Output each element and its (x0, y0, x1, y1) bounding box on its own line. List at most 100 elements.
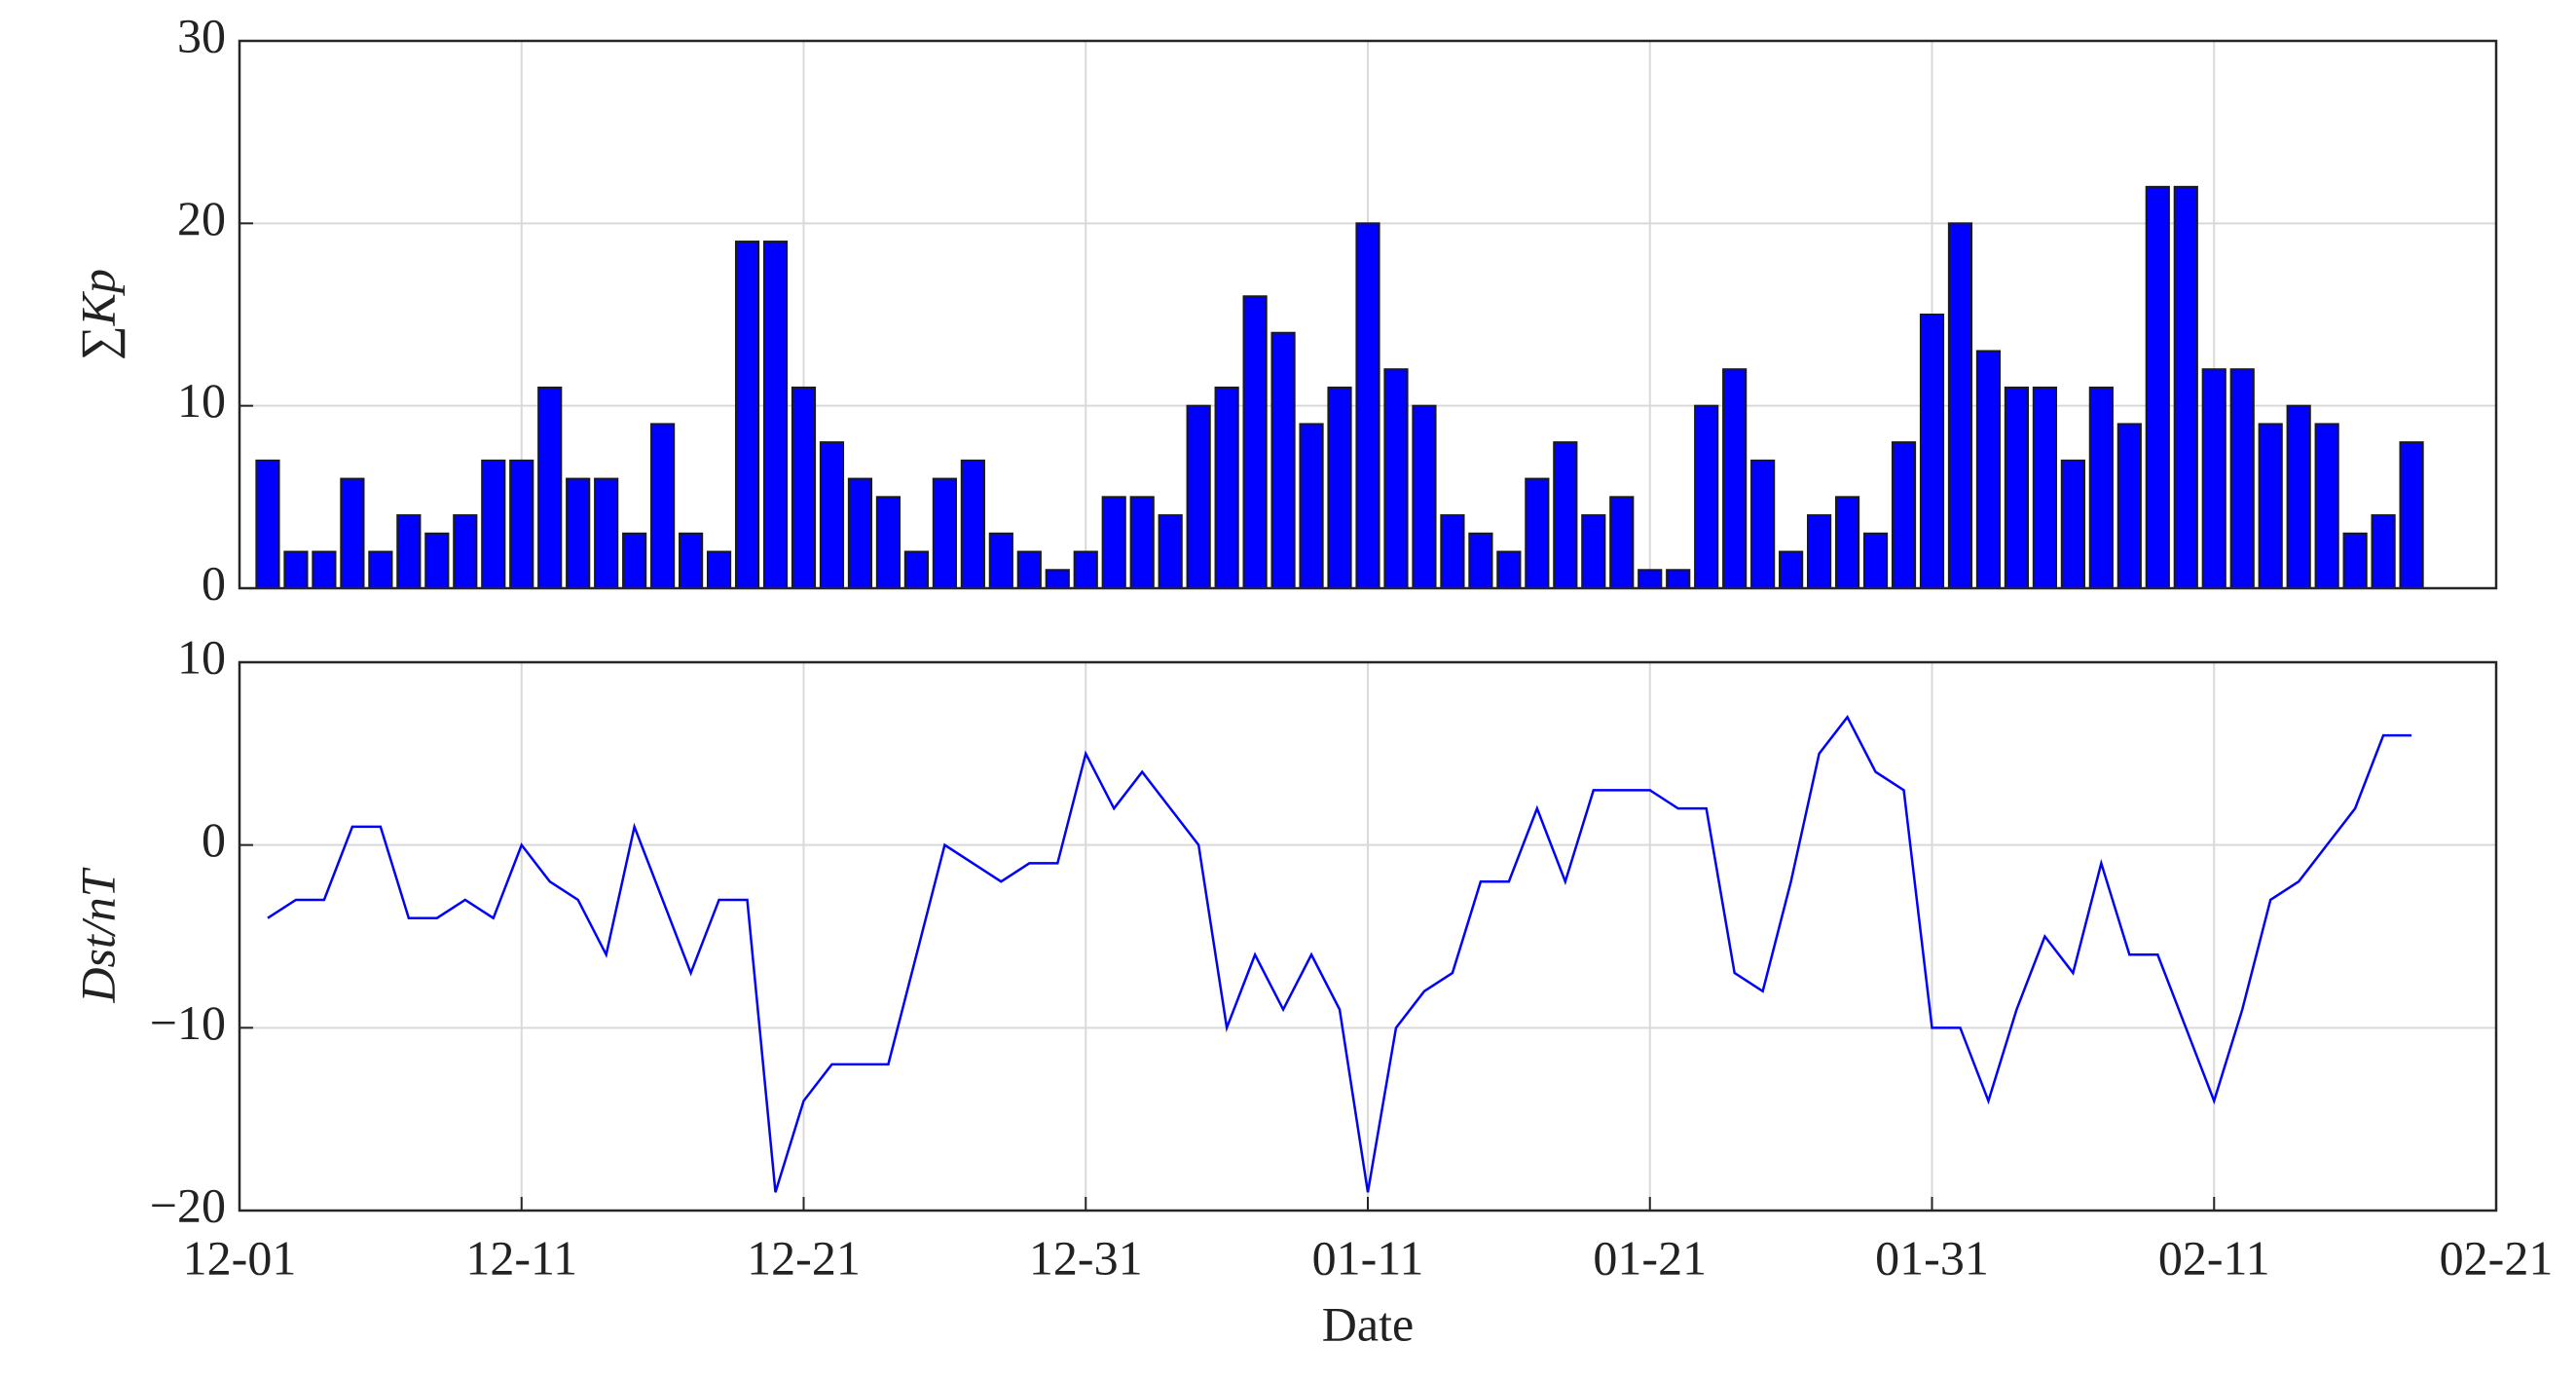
bar (960, 459, 985, 589)
x-tick-label: 12-01 (183, 1230, 297, 1285)
bar (819, 441, 845, 589)
x-axis-label: Date (1322, 1296, 1414, 1351)
bar (1214, 386, 1239, 589)
bar (1891, 441, 1917, 589)
x-tick-label: 12-11 (465, 1230, 577, 1285)
bar (1919, 314, 1945, 589)
bar (1299, 423, 1324, 589)
bar (312, 550, 337, 589)
line (267, 714, 2412, 1193)
bar (1327, 386, 1352, 589)
bar (340, 477, 365, 590)
bar (368, 550, 393, 589)
bar (1412, 404, 1437, 589)
bar (650, 423, 676, 589)
bar (1834, 496, 1860, 590)
plot-frame (238, 660, 2498, 1212)
bar (1073, 550, 1098, 589)
bar (566, 477, 591, 590)
bar (932, 477, 957, 590)
bar (283, 550, 309, 589)
bar (988, 532, 1013, 589)
bar (2229, 368, 2255, 590)
bar (1158, 514, 1183, 589)
bar (1807, 514, 1832, 589)
bar (1440, 514, 1465, 589)
y-axis-label: Dst/nT (70, 867, 125, 1003)
y-tick-label: 0 (202, 812, 226, 867)
bar (537, 386, 563, 589)
bar (2399, 441, 2424, 589)
bar (1750, 459, 1776, 589)
bar (1525, 477, 1550, 590)
bar (1862, 532, 1889, 589)
bar (1242, 295, 1268, 589)
bar (1975, 350, 2002, 590)
y-tick-label: 20 (177, 191, 226, 245)
bar (903, 550, 929, 589)
bar (2145, 185, 2170, 589)
bar (847, 477, 873, 590)
bar (1355, 222, 1380, 589)
plot-frame (238, 39, 2498, 590)
x-tick-label: 01-31 (1875, 1230, 1989, 1285)
bar (424, 532, 450, 589)
x-tick-label: 12-21 (747, 1230, 861, 1285)
bar (679, 532, 704, 589)
bar (2201, 368, 2226, 590)
x-tick-label: 02-21 (2440, 1230, 2554, 1285)
bar (1270, 331, 1296, 589)
bar (1016, 550, 1042, 589)
bar (1468, 532, 1493, 589)
bar (2032, 386, 2057, 589)
bar (1666, 569, 1691, 589)
bar (1694, 404, 1719, 589)
y-tick-label: 30 (177, 8, 226, 62)
x-tick-label: 12-31 (1029, 1230, 1143, 1285)
bar (2286, 404, 2311, 589)
x-tick-label: 01-21 (1593, 1230, 1707, 1285)
bar (2258, 423, 2283, 589)
bar (734, 241, 760, 589)
y-tick-label: 10 (177, 373, 226, 428)
bar (875, 496, 902, 590)
bar (481, 459, 506, 589)
bar (1779, 550, 1804, 589)
bar (1638, 569, 1663, 589)
y-tick-label: −20 (150, 1177, 226, 1232)
bar (453, 514, 478, 589)
y-axis-label: ∑Kp (70, 269, 125, 360)
x-tick-label: 02-11 (2158, 1230, 2270, 1285)
x-tick-label: 01-11 (1312, 1230, 1424, 1285)
bar (706, 550, 732, 589)
bar (2342, 532, 2368, 589)
bar (1947, 222, 1973, 589)
bar (762, 241, 789, 589)
bar (622, 532, 647, 589)
bar (1045, 569, 1070, 589)
bar (1581, 514, 1606, 589)
bar (2173, 185, 2198, 589)
y-tick-label: 10 (177, 629, 226, 684)
bar (1722, 368, 1748, 590)
bar (1186, 404, 1211, 589)
bar (2314, 423, 2339, 589)
bar (1101, 496, 1126, 590)
bar (255, 459, 280, 589)
y-tick-label: 0 (202, 555, 226, 610)
bar (2004, 386, 2030, 589)
bar (594, 477, 619, 590)
bar (2060, 459, 2085, 589)
bar (1129, 496, 1155, 590)
bar (1553, 441, 1578, 589)
bar (2371, 514, 2396, 589)
bar (791, 386, 817, 589)
bar (2088, 386, 2114, 589)
y-tick-label: −10 (150, 995, 226, 1050)
bar (509, 459, 534, 589)
bar (1609, 496, 1635, 590)
bar (396, 514, 422, 589)
bar (1383, 368, 1409, 590)
bar (1496, 550, 1522, 589)
